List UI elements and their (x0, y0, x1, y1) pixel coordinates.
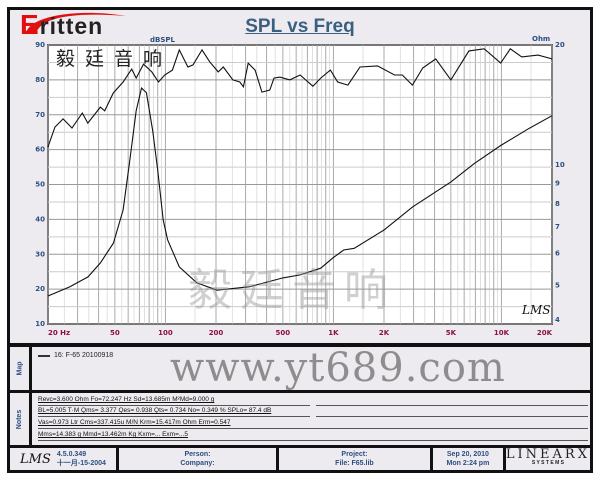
right-tick-label: 10 (555, 161, 565, 169)
watermark-chinese: 毅廷音响 (188, 265, 396, 316)
right-axis-label: Ohm (532, 35, 550, 43)
left-tick-label: 70 (35, 111, 45, 119)
right-tick-label: 9 (555, 179, 560, 187)
x-tick-label: 10K (494, 329, 510, 337)
lms-logo: LMS (20, 451, 51, 467)
left-tick-label: 10 (35, 320, 45, 328)
logo: Eritten (20, 9, 104, 40)
left-axis-label: dBSPL (150, 36, 176, 44)
left-tick-label: 40 (35, 215, 45, 223)
logo-text: ritten (39, 13, 104, 39)
map-panel: Map (10, 347, 590, 390)
legend-swatch (38, 354, 50, 357)
x-tick-label: 200 (209, 329, 224, 337)
spl-impedance-chart: 10 20 30 40 50 60 70 80 90 4 5 6 7 8 9 10 20 20 Hz 50 100 20… (35, 35, 565, 337)
legend-item: 16: F-65 20100918 (38, 352, 113, 359)
file-name: File: F65.lib (335, 460, 374, 467)
left-tick-label: 80 (35, 76, 45, 84)
right-tick-label: 7 (555, 223, 560, 231)
map-label: Map (16, 361, 23, 376)
right-tick-label: 8 (555, 200, 560, 208)
left-tick-label: 20 (35, 285, 45, 293)
note-line: Vas=0.973 Ltr Cms=337.415u M/N Krm=15.41… (38, 419, 231, 426)
impedance-curve (47, 87, 553, 297)
linearx-logo: LINEARX (505, 447, 590, 462)
person: Person: (184, 451, 211, 458)
right-tick-label: 6 (555, 250, 560, 258)
chart-title: SPL vs Freq (245, 16, 355, 37)
left-tick-label: 50 (35, 181, 45, 189)
notes-panel: Notes (10, 393, 590, 445)
lms-mark: LMS (522, 303, 551, 317)
company: Company: (180, 460, 215, 467)
build-date: 十一月-15-2004 (56, 460, 106, 467)
x-tick-label: 1K (328, 329, 339, 337)
left-tick-label: 60 (35, 146, 45, 154)
note-line: BL=5.005 T·M Qms= 3.377 Qes= 0.938 Qts= … (38, 407, 272, 414)
x-tick-label: 500 (276, 329, 291, 337)
logo-swoosh (26, 12, 126, 34)
x-tick-label: 5K (446, 329, 457, 337)
note-line: Mms=14.383 g Mmd=13.462m Kg Kxm=... Exm=… (38, 431, 188, 438)
logo-chinese: 毅廷音响 (56, 48, 173, 70)
note-line: Revc=3.600 Ohm Fo=72.247 Hz Sd=13.685m M… (38, 396, 215, 403)
x-tick-label: 20 Hz (48, 329, 70, 337)
right-tick-label: 5 (555, 281, 560, 289)
notes-label: Notes (16, 409, 24, 429)
x-tick-label: 2K (379, 329, 390, 337)
linearx-sub: S Y S T E M S (531, 460, 564, 466)
footer: LMS 4.5.0.349 十一月-15-2004 Person: Company:… (10, 448, 590, 470)
version: 4.5.0.349 (56, 451, 87, 458)
logo-initial: E (20, 9, 40, 40)
watermark-url: www.yt689.com (170, 345, 506, 391)
legend-text: 16: F-65 20100918 (54, 352, 114, 359)
x-tick-label: 50 (110, 329, 120, 337)
right-tick-label: 4 (555, 316, 560, 324)
x-tick-label: 20K (537, 329, 553, 337)
left-tick-label: 30 (35, 250, 45, 258)
time: Mon 2:24 pm (446, 460, 490, 467)
spl-curve (47, 48, 553, 147)
right-tick-label: 20 (555, 41, 565, 49)
date: Sep 20, 2010 (446, 451, 489, 458)
project: Project: (341, 451, 368, 458)
left-tick-label: 90 (35, 41, 45, 49)
x-tick-label: 100 (158, 329, 173, 337)
